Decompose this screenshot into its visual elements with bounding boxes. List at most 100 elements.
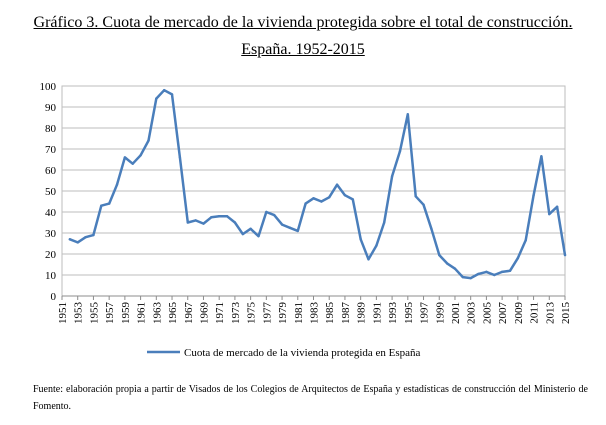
data-point-1999 (438, 253, 441, 257)
x-tick-label: 1987 (340, 302, 352, 325)
data-point-1967 (186, 221, 189, 224)
data-point-1952 (68, 238, 72, 241)
data-point-1963 (155, 97, 158, 100)
y-tick-label: 80 (45, 123, 57, 135)
y-tick-label: 20 (45, 249, 57, 261)
data-point-1953 (76, 241, 79, 244)
x-tick-label: 2007 (497, 302, 509, 325)
x-tick-label: 2009 (513, 302, 525, 325)
data-point-2015 (563, 253, 567, 257)
chart-title-line-1: Gráfico 3. Cuota de mercado de la vivien… (33, 14, 573, 31)
x-tick-label: 1955 (88, 302, 100, 325)
x-axis-ticks: 1951 1953 1955 1957 1959 1961 1963 1965 1967 1969… (57, 296, 572, 324)
data-point-2009 (516, 257, 520, 260)
data-point-1956 (100, 204, 103, 207)
data-point-1985 (328, 196, 331, 199)
data-point-1960 (131, 162, 134, 165)
x-tick-label: 1993 (387, 302, 399, 325)
data-point-1994 (398, 149, 402, 153)
x-tick-label: 2011 (529, 302, 541, 324)
y-tick-label: 60 (45, 165, 57, 177)
data-point-2012 (540, 155, 543, 158)
data-point-1971 (217, 215, 221, 218)
data-point-2004 (477, 272, 480, 276)
x-tick-label: 1997 (419, 302, 431, 325)
x-tick-label: 1981 (293, 302, 305, 324)
y-tick-label: 50 (45, 186, 57, 198)
data-point-1973 (233, 221, 237, 224)
chart-area: 0 10 20 30 40 50 60 70 80 90 100 1951 1953 1955 1957 1… (40, 81, 573, 359)
x-tick-label: 1961 (136, 302, 148, 324)
x-tick-label: 1967 (183, 302, 195, 325)
data-point-1989 (359, 238, 362, 241)
data-point-1982 (304, 202, 307, 205)
x-tick-label: 1985 (324, 302, 336, 325)
x-tick-label: 2013 (544, 302, 556, 325)
data-point-1995 (406, 113, 410, 116)
x-tick-label: 1973 (230, 302, 242, 325)
data-point-1964 (162, 89, 166, 92)
data-point-1954 (84, 236, 87, 239)
y-tick-label: 30 (45, 228, 57, 240)
data-point-1984 (320, 200, 323, 203)
data-point-1955 (92, 233, 95, 237)
y-tick-label: 40 (45, 207, 57, 219)
y-tick-label: 100 (40, 81, 57, 93)
data-point-1969 (202, 222, 205, 225)
x-tick-label: 1963 (151, 302, 163, 325)
chart-title-line-2: España. 1952-2015 (241, 41, 365, 58)
x-tick-label: 2001 (450, 302, 462, 324)
data-point-1993 (390, 175, 394, 178)
data-point-1972 (225, 215, 229, 218)
data-point-1975 (249, 227, 252, 230)
data-point-2010 (524, 239, 527, 242)
y-tick-label: 10 (45, 270, 57, 282)
data-point-2008 (508, 269, 512, 272)
legend-label: Cuota de mercado de la vivienda protegid… (184, 347, 421, 359)
data-point-1997 (422, 203, 425, 206)
data-point-2007 (500, 270, 504, 274)
x-tick-label: 1965 (167, 302, 179, 325)
data-point-1992 (383, 221, 386, 224)
x-tick-label: 1977 (261, 302, 273, 325)
x-tick-label: 2003 (466, 302, 478, 325)
data-point-1988 (351, 198, 354, 201)
data-point-1965 (170, 93, 174, 96)
data-point-1961 (139, 154, 142, 157)
legend: Cuota de mercado de la vivienda protegid… (147, 347, 421, 359)
data-point-1974 (241, 232, 244, 236)
y-tick-label: 70 (45, 144, 57, 156)
x-tick-label: 2015 (560, 302, 572, 325)
data-point-1986 (335, 183, 339, 186)
data-point-1998 (430, 227, 433, 230)
x-tick-label: 1975 (246, 302, 258, 325)
data-point-1957 (107, 202, 111, 205)
data-point-2003 (469, 276, 472, 280)
x-tick-label: 1959 (120, 302, 132, 325)
data-point-1958 (115, 183, 119, 186)
x-tick-label: 1969 (198, 302, 210, 325)
x-tick-label: 1951 (57, 302, 69, 324)
x-tick-label: 1995 (403, 302, 415, 325)
data-point-1990 (367, 258, 370, 261)
x-tick-label: 1983 (309, 302, 321, 325)
data-point-1991 (375, 244, 378, 247)
data-point-1979 (280, 223, 284, 226)
y-tick-label: 90 (45, 102, 57, 114)
x-tick-label: 1953 (73, 302, 85, 325)
x-tick-label: 1979 (277, 302, 289, 325)
data-point-1983 (312, 197, 315, 200)
data-point-1981 (296, 229, 299, 233)
y-axis-ticks: 0 10 20 30 40 50 60 70 80 90 100 (40, 81, 57, 303)
gridlines (62, 85, 565, 276)
data-point-2001 (453, 267, 457, 270)
data-point-1966 (178, 156, 182, 159)
data-point-1959 (123, 156, 127, 159)
data-point-2014 (555, 205, 559, 208)
source-footnote: Fuente: elaboración propia a partir de V… (33, 384, 588, 412)
data-point-1968 (194, 219, 197, 222)
data-point-1970 (210, 216, 213, 219)
data-point-1978 (273, 213, 276, 217)
data-point-1996 (414, 195, 417, 198)
data-point-2006 (493, 273, 496, 277)
